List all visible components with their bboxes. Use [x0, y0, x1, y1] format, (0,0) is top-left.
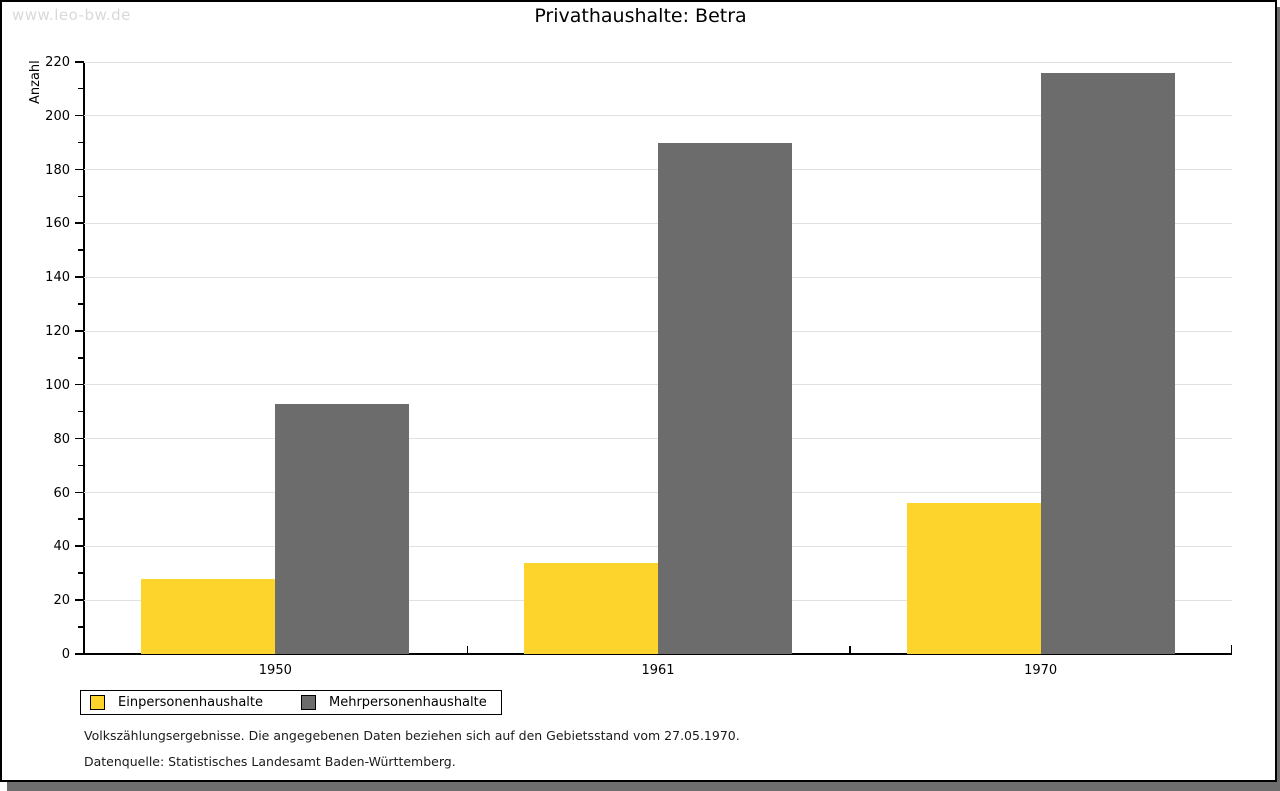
y-tick-label-180: 180	[45, 162, 70, 178]
drop-shadow-bottom	[7, 782, 1280, 791]
y-tick-110	[78, 357, 84, 359]
y-tick-140	[75, 276, 84, 278]
watermark: www.leo-bw.de	[12, 6, 131, 24]
y-tick-label-40: 40	[53, 539, 70, 555]
y-tick-label-20: 20	[53, 593, 70, 609]
y-tick-label-140: 140	[45, 270, 70, 286]
plot-area: 0 20 40 60 80 100 120 140 160 180 200 220 1950 1961 19…	[45, 55, 1232, 678]
legend: Einpersonenhaushalte Mehrpersonenhaushalt…	[80, 690, 502, 715]
y-tick-50	[78, 518, 84, 520]
bar-einpersonenhaushalte-1970	[906, 503, 1041, 654]
y-tick-label-120: 120	[45, 324, 70, 340]
y-tick-label-160: 160	[45, 216, 70, 232]
gridline-y-220	[84, 61, 1232, 63]
y-tick-label-220: 220	[45, 55, 70, 70]
y-tick-label-80: 80	[53, 431, 70, 447]
y-tick-label-60: 60	[53, 485, 70, 501]
y-tick-160	[75, 222, 84, 224]
bar-einpersonenhaushalte-1950	[141, 578, 276, 654]
y-tick-60	[75, 491, 84, 494]
y-tick-label-100: 100	[45, 377, 70, 393]
footnote-datenquelle: Datenquelle: Statistisches Landesamt Bad…	[84, 754, 456, 769]
legend-item-mehrpersonenhaushalte: Mehrpersonenhaushalte	[301, 695, 487, 710]
y-tick-210	[78, 87, 84, 90]
y-tick-90	[78, 410, 84, 413]
y-tick-120	[75, 330, 84, 332]
chart-title: Privathaushalte: Betra	[534, 5, 747, 27]
x-tick-label-1950: 1950	[258, 663, 292, 678]
y-tick-100	[75, 383, 84, 386]
y-tick-170	[78, 195, 84, 198]
y-tick-150	[78, 249, 84, 251]
y-tick-0	[75, 653, 84, 655]
x-tick-label-1970: 1970	[1024, 663, 1058, 678]
y-tick-200	[75, 114, 84, 117]
legend-swatch-mehrpersonenhaushalte	[301, 695, 316, 710]
y-tick-label-0: 0	[61, 647, 70, 662]
gridline-y-200	[84, 115, 1232, 117]
y-tick-130	[78, 303, 84, 305]
legend-swatch-einpersonenhaushalte	[90, 695, 105, 710]
x-group-tick-2	[849, 646, 851, 654]
y-axis-line	[83, 62, 85, 654]
y-tick-190	[78, 141, 84, 144]
y-tick-40	[75, 545, 84, 547]
bar-einpersonenhaushalte-1961	[524, 562, 658, 654]
y-tick-180	[75, 168, 84, 171]
legend-item-einpersonenhaushalte: Einpersonenhaushalte	[90, 695, 263, 710]
bar-mehrpersonenhaushalte-1961	[658, 142, 792, 654]
y-tick-220	[75, 61, 84, 63]
y-tick-label-200: 200	[45, 108, 70, 124]
x-group-tick-1	[466, 646, 469, 654]
drop-shadow-right	[1277, 7, 1280, 791]
legend-label-mehrpersonenhaushalte: Mehrpersonenhaushalte	[329, 695, 487, 710]
y-tick-80	[75, 437, 84, 440]
y-tick-20	[75, 599, 84, 601]
legend-label-einpersonenhaushalte: Einpersonenhaushalte	[118, 695, 263, 710]
y-tick-30	[78, 572, 84, 574]
footnote-gebietsstand: Volkszählungsergebnisse. Die angegebenen…	[84, 728, 740, 743]
y-tick-10	[78, 626, 84, 628]
x-axis-line	[83, 653, 1232, 655]
y-tick-70	[78, 464, 84, 467]
bar-mehrpersonenhaushalte-1970	[1040, 72, 1175, 654]
x-tick-label-1961: 1961	[641, 663, 675, 678]
bar-mehrpersonenhaushalte-1950	[275, 403, 410, 654]
x-axis-end-tick	[1230, 645, 1232, 654]
